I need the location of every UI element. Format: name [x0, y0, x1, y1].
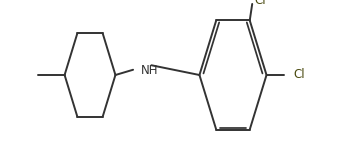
Text: NH: NH — [141, 64, 158, 77]
Text: Cl: Cl — [254, 0, 265, 8]
Text: Cl: Cl — [293, 69, 305, 81]
